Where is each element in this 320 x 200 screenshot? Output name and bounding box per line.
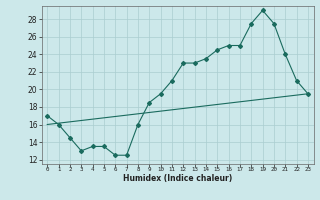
X-axis label: Humidex (Indice chaleur): Humidex (Indice chaleur) (123, 174, 232, 183)
